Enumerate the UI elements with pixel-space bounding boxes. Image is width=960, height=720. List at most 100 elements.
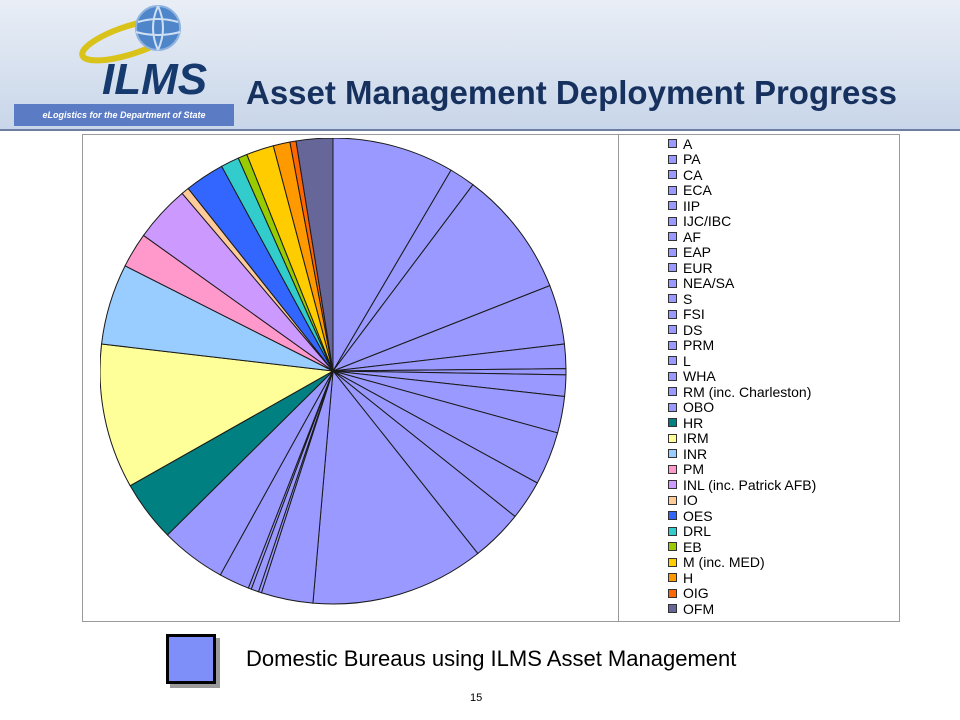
legend-item: H xyxy=(668,570,893,586)
legend-swatch xyxy=(668,247,677,257)
legend-item: PRM xyxy=(668,338,893,354)
legend-swatch xyxy=(668,263,677,273)
page-number: 15 xyxy=(470,692,483,704)
legend-swatch xyxy=(668,464,677,474)
pie-slice-ca xyxy=(331,184,551,373)
legend-item: RM (inc. Charleston) xyxy=(668,384,893,400)
legend-swatch xyxy=(668,356,677,366)
legend-label: EB xyxy=(683,538,702,555)
legend-label: DS xyxy=(683,321,703,338)
pie-slice-fsi xyxy=(312,369,479,605)
legend-label: A xyxy=(683,135,693,152)
legend-label: INR xyxy=(683,445,708,462)
ilms-logo: ILMS xyxy=(79,5,207,104)
legend-item: OFM xyxy=(668,601,893,617)
legend-label: INL (inc. Patrick AFB) xyxy=(683,476,817,493)
legend-label: OIG xyxy=(683,585,709,602)
legend-item: IIP xyxy=(668,198,893,214)
legend-item: PM xyxy=(668,462,893,478)
legend-label: RM (inc. Charleston) xyxy=(683,383,812,400)
legend-label: DRL xyxy=(683,523,712,540)
legend-label: AF xyxy=(683,228,701,245)
legend-item: AF xyxy=(668,229,893,245)
legend-swatch xyxy=(668,216,677,226)
legend-item: DRL xyxy=(668,524,893,540)
legend-item: S xyxy=(668,291,893,307)
pie-slice-a xyxy=(332,138,452,373)
logo-text: ILMS xyxy=(102,55,207,104)
legend-item: CA xyxy=(668,167,893,183)
pie-slice-ofm xyxy=(295,138,334,372)
legend-swatch xyxy=(668,449,677,459)
legend-label: ECA xyxy=(683,182,712,199)
legend-swatch xyxy=(668,294,677,304)
header-divider xyxy=(0,129,960,131)
legend-item: L xyxy=(668,353,893,369)
legend-label: HR xyxy=(683,414,704,431)
legend-swatch xyxy=(668,139,677,149)
legend-swatch xyxy=(668,526,677,536)
domestic-key-swatch xyxy=(166,634,216,684)
legend-swatch xyxy=(668,495,677,505)
legend-item: DS xyxy=(668,322,893,338)
legend-label: L xyxy=(683,352,691,369)
legend-label: M (inc. MED) xyxy=(683,554,765,571)
legend-swatch xyxy=(668,418,677,428)
legend-swatch xyxy=(668,340,677,350)
legend-swatch xyxy=(668,309,677,319)
legend-swatch xyxy=(668,185,677,195)
legend-item: OBO xyxy=(668,400,893,416)
legend-item: INL (inc. Patrick AFB) xyxy=(668,477,893,493)
legend-label: IO xyxy=(683,492,698,509)
legend-label: FSI xyxy=(683,306,705,323)
legend-swatch xyxy=(668,232,677,242)
legend-item: NEA/SA xyxy=(668,276,893,292)
legend-label: EAP xyxy=(683,244,712,261)
legend-item: OES xyxy=(668,508,893,524)
legend-label: OBO xyxy=(683,399,715,416)
legend-swatch xyxy=(668,387,677,397)
legend-item: IRM xyxy=(668,431,893,447)
legend-item: INR xyxy=(668,446,893,462)
domestic-key-label: Domestic Bureaus using ILMS Asset Manage… xyxy=(246,646,737,671)
legend-item: IJC/IBC xyxy=(668,214,893,230)
legend-label: IRM xyxy=(683,430,709,447)
legend-label: IJC/IBC xyxy=(683,213,732,230)
legend-item: EAP xyxy=(668,245,893,261)
legend-divider xyxy=(618,134,619,622)
legend-label: PA xyxy=(683,151,701,168)
pie-chart xyxy=(100,138,567,605)
legend-swatch xyxy=(668,371,677,381)
chart-legend: A PA CA ECA IIP IJC/IBC AF EAP EUR NEA/SA S FSI DS PR… xyxy=(668,136,893,617)
legend-item: WHA xyxy=(668,369,893,385)
legend-label: S xyxy=(683,290,693,307)
legend-item: M (inc. MED) xyxy=(668,555,893,571)
legend-item: OIG xyxy=(668,586,893,602)
legend-swatch xyxy=(668,604,677,614)
legend-swatch xyxy=(668,511,677,521)
legend-label: WHA xyxy=(683,368,716,385)
legend-swatch xyxy=(668,278,677,288)
tagline: eLogistics for the Department of State xyxy=(14,104,234,126)
page-title: Asset Management Deployment Progress xyxy=(246,74,898,111)
legend-swatch xyxy=(668,201,677,211)
legend-label: H xyxy=(683,569,694,586)
legend-item: EUR xyxy=(668,260,893,276)
legend-swatch xyxy=(668,542,677,552)
slide-header: ILMS eLogistics for the Department of St… xyxy=(0,0,960,130)
pie-slice-irm xyxy=(100,343,335,487)
legend-swatch xyxy=(668,588,677,598)
legend-swatch xyxy=(668,325,677,335)
legend-item: IO xyxy=(668,493,893,509)
legend-label: PRM xyxy=(683,337,715,354)
legend-label: OFM xyxy=(683,600,715,617)
legend-item: PA xyxy=(668,152,893,168)
legend-label: NEA/SA xyxy=(683,275,735,292)
legend-swatch xyxy=(668,402,677,412)
legend-swatch xyxy=(668,154,677,164)
legend-swatch xyxy=(668,480,677,490)
legend-swatch xyxy=(668,433,677,443)
legend-swatch xyxy=(668,170,677,180)
legend-label: PM xyxy=(683,461,704,478)
legend-swatch xyxy=(668,557,677,567)
